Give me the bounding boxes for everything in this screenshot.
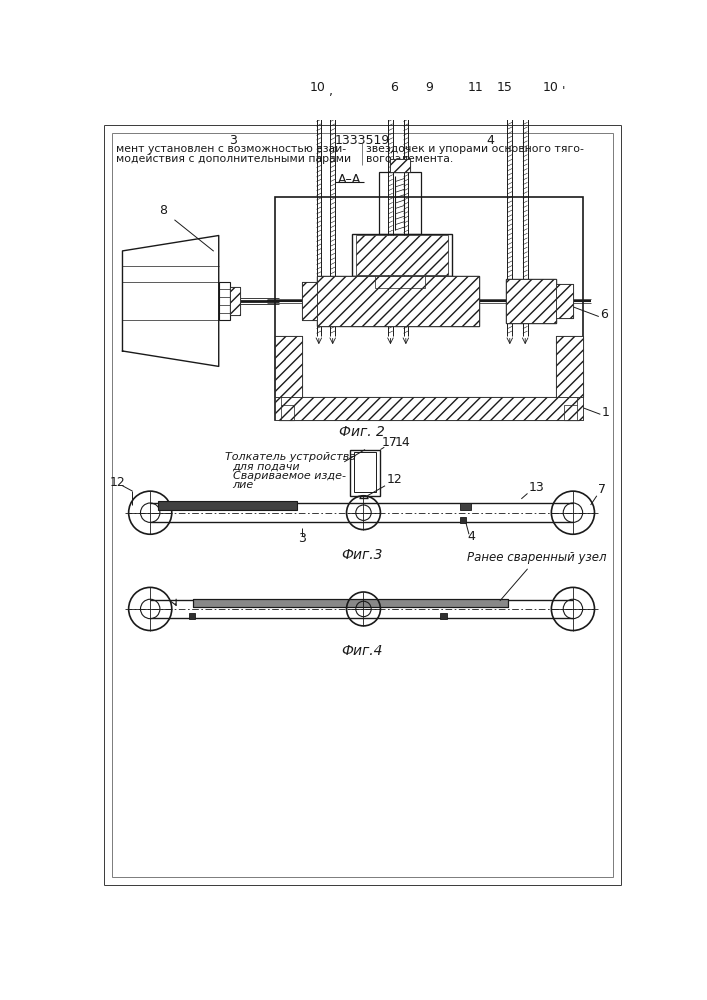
Bar [350,450,380,496]
Text: 9: 9 [425,81,433,94]
Text: Фиг.3: Фиг.3 [341,548,382,562]
Bar [460,503,471,510]
Text: 4: 4 [467,530,475,543]
Bar [275,397,281,420]
Text: 14: 14 [395,436,410,449]
Bar [279,405,294,420]
Text: мент установлен с возможностью взаи-: мент установлен с возможностью взаи- [115,144,346,154]
Text: 6: 6 [600,308,608,321]
Bar [440,613,447,619]
Bar [279,397,579,420]
Bar [192,599,508,607]
Bar [375,276,425,288]
Bar [302,282,317,320]
Text: 4: 4 [486,134,494,147]
Text: Фиг.4: Фиг.4 [341,644,382,658]
Text: 12: 12 [387,473,402,486]
Bar [556,336,583,397]
Text: Фиг. 2: Фиг. 2 [339,425,385,439]
Bar [506,279,556,323]
Bar [302,282,317,320]
Text: 17: 17 [382,436,398,449]
Text: лие: лие [233,480,254,490]
Text: 13: 13 [529,481,545,494]
Bar [317,276,479,326]
Bar [230,287,240,315]
Text: 1: 1 [602,406,609,419]
Bar [375,276,425,288]
Bar [460,517,466,523]
Text: 7: 7 [598,483,607,496]
Bar [317,276,479,326]
Text: 12: 12 [109,476,125,489]
Bar [356,235,448,275]
Bar [218,282,230,320]
Bar [275,336,302,397]
Bar [556,336,583,397]
Polygon shape [122,235,218,366]
Text: модействия с дополнительными парами: модействия с дополнительными парами [115,153,351,163]
Text: Свариваемое изде-: Свариваемое изде- [233,471,346,481]
Text: А–А: А–А [338,173,361,186]
Bar [158,501,296,510]
Bar [379,172,421,234]
Bar [352,234,452,276]
Bar [390,158,409,172]
Text: 8: 8 [159,204,168,217]
Text: ,: , [329,85,333,98]
Bar [577,397,583,420]
Text: для подачи: для подачи [233,462,300,472]
Text: вого элемента.: вого элемента. [366,153,453,163]
Text: 3: 3 [298,532,306,545]
Bar [189,613,195,619]
Bar [390,158,409,172]
Text: 10: 10 [543,81,559,94]
Bar [230,287,240,315]
Bar [563,405,579,420]
Bar [279,405,294,420]
Text: звездочек и упорами основного тяго-: звездочек и упорами основного тяго- [366,144,584,154]
Text: 10: 10 [310,81,325,94]
Bar [556,284,573,318]
Bar [192,599,508,607]
Bar [354,452,376,492]
Bar [275,336,302,397]
Text: Толкатель устройства: Толкатель устройства [225,452,356,462]
Text: 11: 11 [467,81,483,94]
Text: 1333519: 1333519 [334,134,390,147]
Bar [556,284,573,318]
Bar [279,397,579,420]
Bar [506,279,556,323]
Text: 15: 15 [496,81,513,94]
Text: ': ' [561,85,565,98]
Text: Ранее сваренный узел: Ранее сваренный узел [467,551,607,601]
Bar [275,197,583,420]
Bar [563,405,579,420]
Text: 6: 6 [390,81,398,94]
Text: 3: 3 [228,134,237,147]
